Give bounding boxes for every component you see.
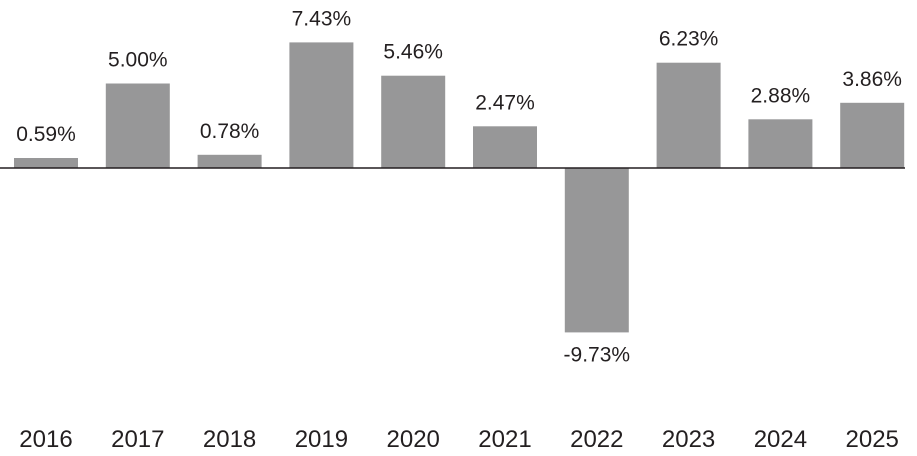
- value-label-2020: 5.46%: [383, 41, 443, 64]
- bar-2019: [289, 42, 354, 168]
- bar-2022: [564, 168, 629, 333]
- bar-2021: [473, 126, 537, 168]
- x-tick-label-2020: 2020: [387, 426, 440, 453]
- value-label-2019: 7.43%: [292, 7, 352, 30]
- value-label-2018: 0.78%: [200, 120, 260, 143]
- bars-group: [14, 42, 905, 333]
- x-tick-label-2016: 2016: [19, 426, 72, 453]
- value-label-2024: 2.88%: [751, 84, 811, 107]
- x-axis-tick-labels: 2016 2017 2018 2019 2020 2021 2022 2023 2024 2025: [19, 426, 899, 453]
- bar-2024: [748, 119, 813, 168]
- bar-2018: [197, 154, 262, 168]
- value-label-2023: 6.23%: [659, 28, 719, 51]
- bar-2016: [14, 158, 78, 168]
- x-tick-label-2019: 2019: [295, 426, 348, 453]
- bar-2017: [105, 83, 170, 168]
- value-label-2016: 0.59%: [16, 123, 76, 146]
- value-label-2021: 2.47%: [475, 91, 535, 114]
- x-tick-label-2017: 2017: [111, 426, 164, 453]
- x-tick-label-2021: 2021: [478, 426, 531, 453]
- value-label-2017: 5.00%: [108, 49, 168, 72]
- value-label-2025: 3.86%: [842, 68, 902, 91]
- x-tick-label-2024: 2024: [754, 426, 807, 453]
- value-label-2022: -9.73%: [564, 343, 631, 366]
- x-tick-label-2022: 2022: [570, 426, 623, 453]
- x-tick-label-2018: 2018: [203, 426, 256, 453]
- x-tick-label-2025: 2025: [846, 426, 899, 453]
- bar-2023: [656, 62, 721, 169]
- bar-2020: [381, 75, 446, 168]
- value-labels-group: 0.59% 5.00% 0.78% 7.43% 5.46% 2.47% -9.73% 6.23…: [16, 7, 902, 366]
- x-tick-label-2023: 2023: [662, 426, 715, 453]
- bar-2025: [840, 102, 905, 168]
